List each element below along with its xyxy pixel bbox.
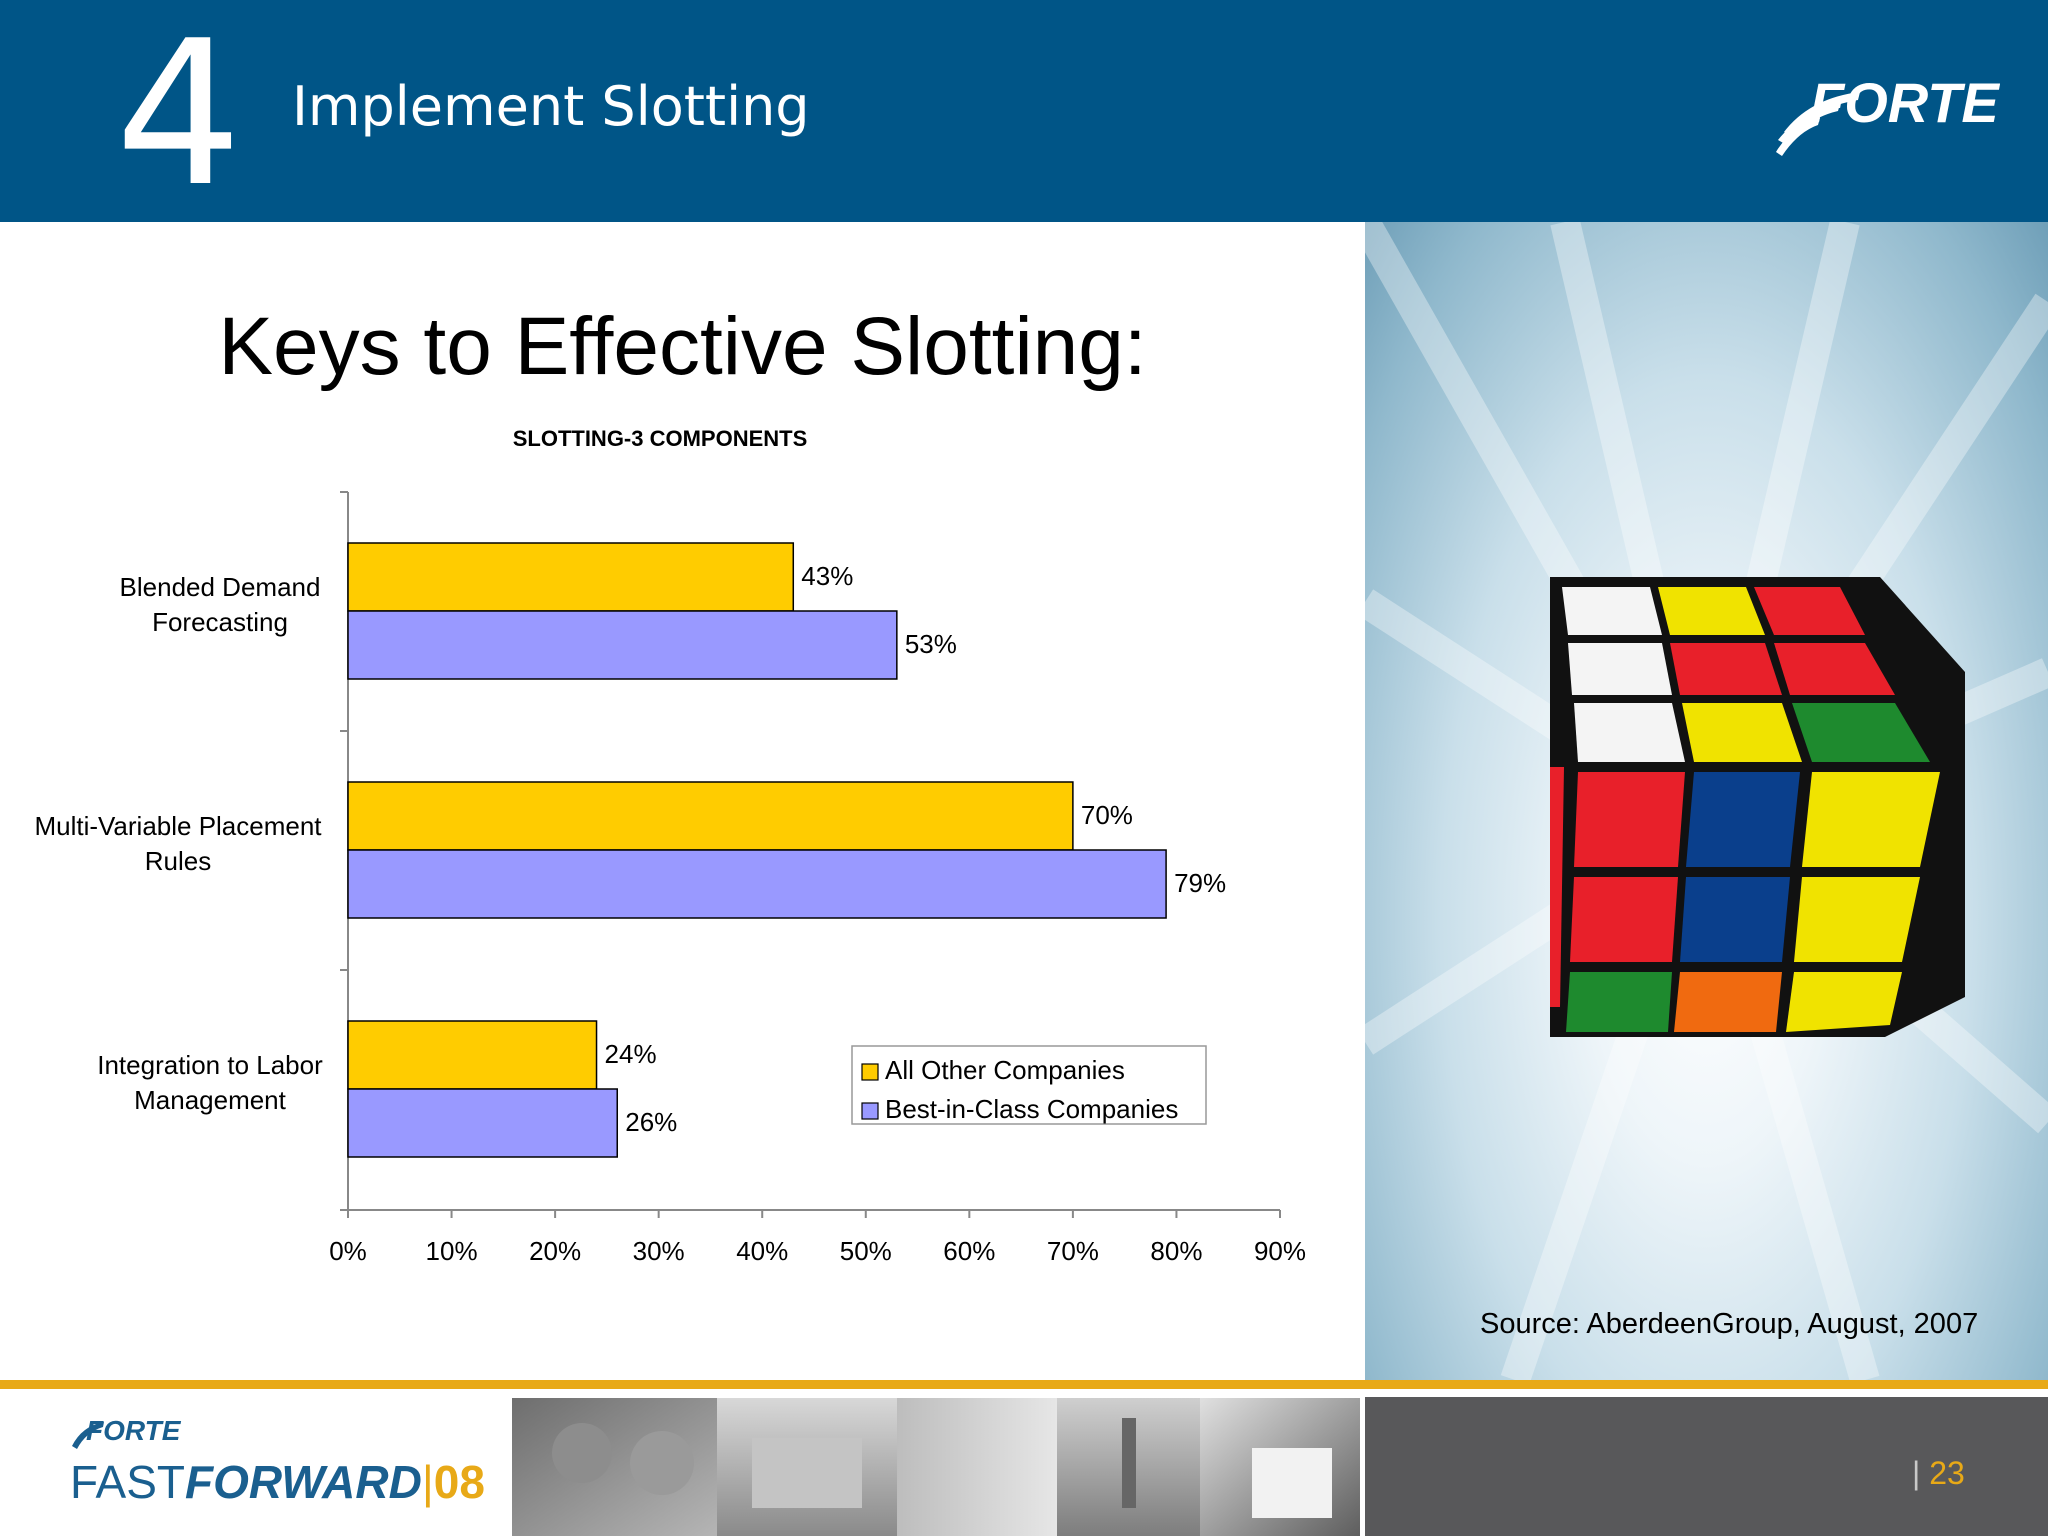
section-title: Implement Slotting bbox=[292, 75, 810, 138]
legend-label: Best-in-Class Companies bbox=[885, 1094, 1178, 1124]
footer-divider bbox=[0, 1380, 2048, 1389]
rubiks-cube-image bbox=[1365, 222, 2048, 1380]
bar-all-other bbox=[347, 1020, 598, 1090]
bar-all-other bbox=[347, 781, 1074, 851]
bar-value-label: 79% bbox=[1174, 868, 1226, 898]
bar-value-label: 70% bbox=[1081, 800, 1133, 830]
bar-value-label: 43% bbox=[801, 561, 853, 591]
forte-logo: FORTE bbox=[1776, 71, 2000, 156]
category-label: Rules bbox=[145, 846, 211, 876]
x-tick-label: 10% bbox=[426, 1236, 478, 1266]
rubiks-cube-picture bbox=[1365, 222, 2048, 1380]
logo-text: FORTE bbox=[1810, 71, 2000, 134]
category-label: Blended Demand bbox=[120, 572, 321, 602]
footer-forte-logo: FORTE bbox=[72, 1415, 182, 1449]
brand-separator: | bbox=[421, 1456, 434, 1508]
brand-year: 08 bbox=[433, 1456, 485, 1508]
bar-value-label: 53% bbox=[905, 629, 957, 659]
x-tick-label: 0% bbox=[329, 1236, 367, 1266]
category-label: Multi-Variable Placement bbox=[34, 811, 322, 841]
bar-best-in-class bbox=[347, 610, 898, 680]
x-tick-label: 60% bbox=[943, 1236, 995, 1266]
legend-box bbox=[851, 1045, 1207, 1125]
x-tick-label: 50% bbox=[840, 1236, 892, 1266]
legend-label: All Other Companies bbox=[885, 1055, 1125, 1085]
source-citation: Source: AberdeenGroup, August, 2007 bbox=[1480, 1308, 1979, 1340]
page-number-value: 23 bbox=[1929, 1455, 1965, 1491]
bar-value-label: 24% bbox=[605, 1039, 657, 1069]
legend-swatch bbox=[861, 1102, 879, 1120]
chart-title: SLOTTING-3 COMPONENTS bbox=[513, 426, 808, 451]
footer-photo-strip bbox=[512, 1398, 1360, 1536]
header-bar: 4 Implement Slotting FORTE bbox=[0, 0, 2048, 222]
footer-logo-text: FORTE bbox=[86, 1415, 182, 1446]
bar-all-other bbox=[347, 542, 795, 612]
bar-value-label: 26% bbox=[625, 1107, 677, 1137]
brand-forward: FORWARD bbox=[185, 1456, 422, 1508]
category-label: Management bbox=[134, 1085, 287, 1115]
footer-right bbox=[1365, 1397, 2048, 1536]
x-tick-label: 80% bbox=[1150, 1236, 1202, 1266]
section-number: 4 bbox=[115, 0, 243, 231]
x-tick-label: 40% bbox=[736, 1236, 788, 1266]
x-tick-label: 30% bbox=[633, 1236, 685, 1266]
x-tick-label: 70% bbox=[1047, 1236, 1099, 1266]
slide-title: Keys to Effective Slotting: bbox=[218, 301, 1147, 392]
brand-fast: FAST bbox=[70, 1456, 186, 1508]
bar-best-in-class bbox=[347, 1088, 618, 1158]
category-label: Integration to Labor bbox=[97, 1050, 323, 1080]
category-label: Forecasting bbox=[152, 607, 288, 637]
x-tick-label: 20% bbox=[529, 1236, 581, 1266]
bar-chart: SLOTTING-3 COMPONENTS 0% 10% 20% 30% 40% 50% 60… bbox=[34, 426, 1306, 1266]
page-number: | 23 bbox=[1912, 1455, 1965, 1491]
x-tick-label: 90% bbox=[1254, 1236, 1306, 1266]
bar-best-in-class bbox=[347, 849, 1167, 919]
fastforward-brand: FASTFORWARD|08 bbox=[70, 1455, 485, 1509]
legend-swatch bbox=[861, 1063, 879, 1081]
